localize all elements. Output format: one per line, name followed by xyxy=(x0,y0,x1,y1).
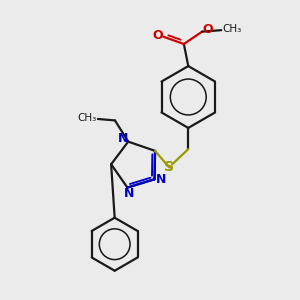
Text: CH₃: CH₃ xyxy=(77,113,96,123)
Text: S: S xyxy=(164,160,174,174)
Text: O: O xyxy=(153,29,163,42)
Text: N: N xyxy=(156,173,166,186)
Text: N: N xyxy=(124,187,134,200)
Text: N: N xyxy=(118,132,128,145)
Text: CH₃: CH₃ xyxy=(223,24,242,34)
Text: O: O xyxy=(202,23,213,36)
